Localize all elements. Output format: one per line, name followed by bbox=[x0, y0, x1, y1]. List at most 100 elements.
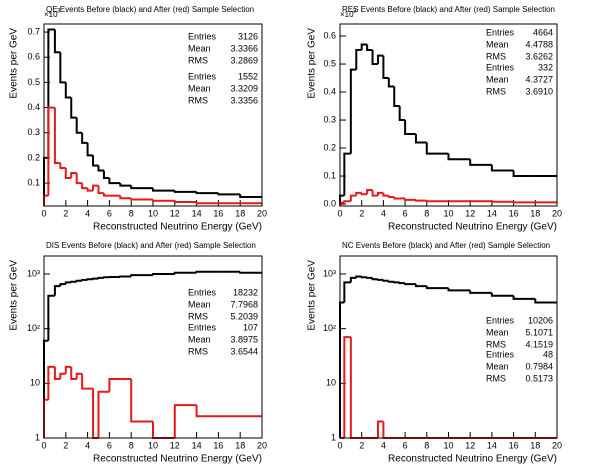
y-tick-label: 0.6 bbox=[27, 52, 40, 62]
histogram-bin bbox=[173, 200, 197, 203]
stats-label: Mean bbox=[188, 334, 211, 344]
histogram-bin bbox=[425, 286, 449, 290]
plot-frame bbox=[43, 23, 263, 207]
histogram-bin bbox=[92, 184, 99, 191]
histogram-bin bbox=[425, 142, 449, 155]
x-tick-label: 10 bbox=[148, 208, 158, 218]
y-tick-label: 0.2 bbox=[323, 142, 336, 152]
histogram-bin bbox=[47, 294, 55, 341]
histogram-bin bbox=[382, 421, 389, 439]
histogram-bin bbox=[447, 288, 471, 292]
y-multiplier-exponent: 3 bbox=[57, 9, 61, 15]
stats-label: Entries bbox=[188, 322, 217, 332]
x-tick-label: 14 bbox=[487, 208, 497, 218]
histogram-bin bbox=[366, 44, 373, 52]
histogram-bin bbox=[195, 201, 219, 205]
histogram-bin bbox=[366, 189, 373, 195]
x-tick-label: 4 bbox=[85, 440, 90, 450]
histogram-bin bbox=[86, 142, 94, 157]
stats-value: 48 bbox=[543, 349, 553, 359]
x-tick-label: 0 bbox=[41, 208, 46, 218]
stats-label: Mean bbox=[486, 361, 509, 371]
histogram-bin bbox=[398, 106, 406, 122]
stats-value: 5.1071 bbox=[525, 327, 553, 337]
x-tick-label: 20 bbox=[552, 440, 562, 450]
histogram-bin bbox=[343, 281, 351, 303]
x-tick-label: 14 bbox=[192, 208, 202, 218]
x-tick-label: 12 bbox=[170, 440, 180, 450]
histogram-bin bbox=[130, 274, 153, 277]
x-tick-label: 10 bbox=[443, 440, 453, 450]
x-tick-label: 8 bbox=[424, 440, 429, 450]
x-tick-label: 12 bbox=[465, 440, 475, 450]
x-tick-label: 18 bbox=[235, 208, 245, 218]
panel: QE Events Before (black) and After (red)… bbox=[9, 5, 267, 233]
plot-frame bbox=[43, 255, 263, 439]
y-multiplier: ×10 bbox=[340, 10, 354, 19]
histogram-bin bbox=[355, 49, 362, 70]
x-tick-label: 12 bbox=[170, 208, 180, 218]
histogram-bin bbox=[349, 337, 357, 439]
stats-label: Entries bbox=[188, 71, 217, 81]
histogram-bin bbox=[130, 185, 153, 190]
panel-title: RES Events Before (black) and After (red… bbox=[342, 5, 555, 14]
x-tick-label: 2 bbox=[359, 208, 364, 218]
x-tick-label: 8 bbox=[129, 208, 134, 218]
x-tick-label: 18 bbox=[530, 208, 540, 218]
histogram-bin bbox=[490, 200, 514, 203]
stats-value: 3.6544 bbox=[230, 346, 258, 356]
histogram-bin bbox=[59, 283, 66, 287]
stats-value: 0.5173 bbox=[525, 373, 553, 383]
histogram-bin bbox=[59, 52, 66, 84]
stats-label: Entries bbox=[486, 349, 515, 359]
y-tick-label: 10 bbox=[30, 378, 40, 388]
histogram-bin bbox=[490, 164, 514, 172]
histogram-bin bbox=[75, 279, 83, 282]
stats-value: 4664 bbox=[533, 27, 553, 37]
stats-value: 4.3727 bbox=[525, 74, 553, 84]
histogram-bin bbox=[86, 278, 94, 281]
histogram-bin bbox=[119, 275, 132, 278]
y-tick-label: 0.6 bbox=[323, 30, 336, 40]
x-tick-label: 18 bbox=[530, 440, 540, 450]
histogram-bin bbox=[173, 271, 197, 274]
stats-label: Mean bbox=[188, 43, 211, 53]
x-tick-label: 2 bbox=[63, 208, 68, 218]
y-tick-label: 10³ bbox=[323, 268, 336, 278]
stats-label: Entries bbox=[486, 62, 515, 72]
x-axis-label: Reconstructed Neutrino Energy (GeV) bbox=[93, 454, 262, 465]
histogram-bin bbox=[70, 172, 77, 179]
y-axis-label: Events per GeV bbox=[9, 260, 20, 331]
stats-value: 5.2039 bbox=[230, 311, 258, 321]
stats-value: 18232 bbox=[233, 287, 258, 297]
histogram-bin bbox=[376, 420, 384, 438]
histogram-bin bbox=[376, 191, 384, 196]
histogram-bin bbox=[371, 50, 378, 66]
stats-label: Mean bbox=[486, 74, 509, 84]
y-tick-label: 0.1 bbox=[323, 170, 336, 180]
histogram-bin bbox=[75, 372, 83, 379]
panel: RES Events Before (black) and After (red… bbox=[307, 5, 562, 233]
histogram-bin bbox=[97, 390, 104, 438]
histogram-bin bbox=[173, 404, 197, 438]
histogram-bin bbox=[469, 290, 492, 294]
histogram-bin bbox=[97, 165, 104, 172]
x-tick-label: 18 bbox=[235, 440, 245, 450]
histogram-bin bbox=[404, 283, 416, 286]
histogram-bin bbox=[75, 173, 83, 185]
histogram-bin bbox=[382, 279, 389, 282]
stats-label: RMS bbox=[188, 311, 208, 321]
x-tick-label: 20 bbox=[257, 440, 267, 450]
stats-label: Mean bbox=[188, 299, 211, 309]
histogram-bin bbox=[53, 285, 61, 296]
x-tick-label: 14 bbox=[487, 440, 497, 450]
y-tick-label: 0.0 bbox=[323, 198, 336, 208]
stats-label: Entries bbox=[188, 31, 217, 41]
histogram-bin bbox=[130, 198, 153, 201]
stats-value: 3.3356 bbox=[230, 95, 258, 105]
stats-value: 3.3209 bbox=[230, 83, 258, 93]
histogram-bin bbox=[360, 43, 368, 51]
x-tick-label: 14 bbox=[192, 440, 202, 450]
histogram-bin bbox=[53, 107, 61, 164]
histogram-bin bbox=[64, 365, 72, 374]
